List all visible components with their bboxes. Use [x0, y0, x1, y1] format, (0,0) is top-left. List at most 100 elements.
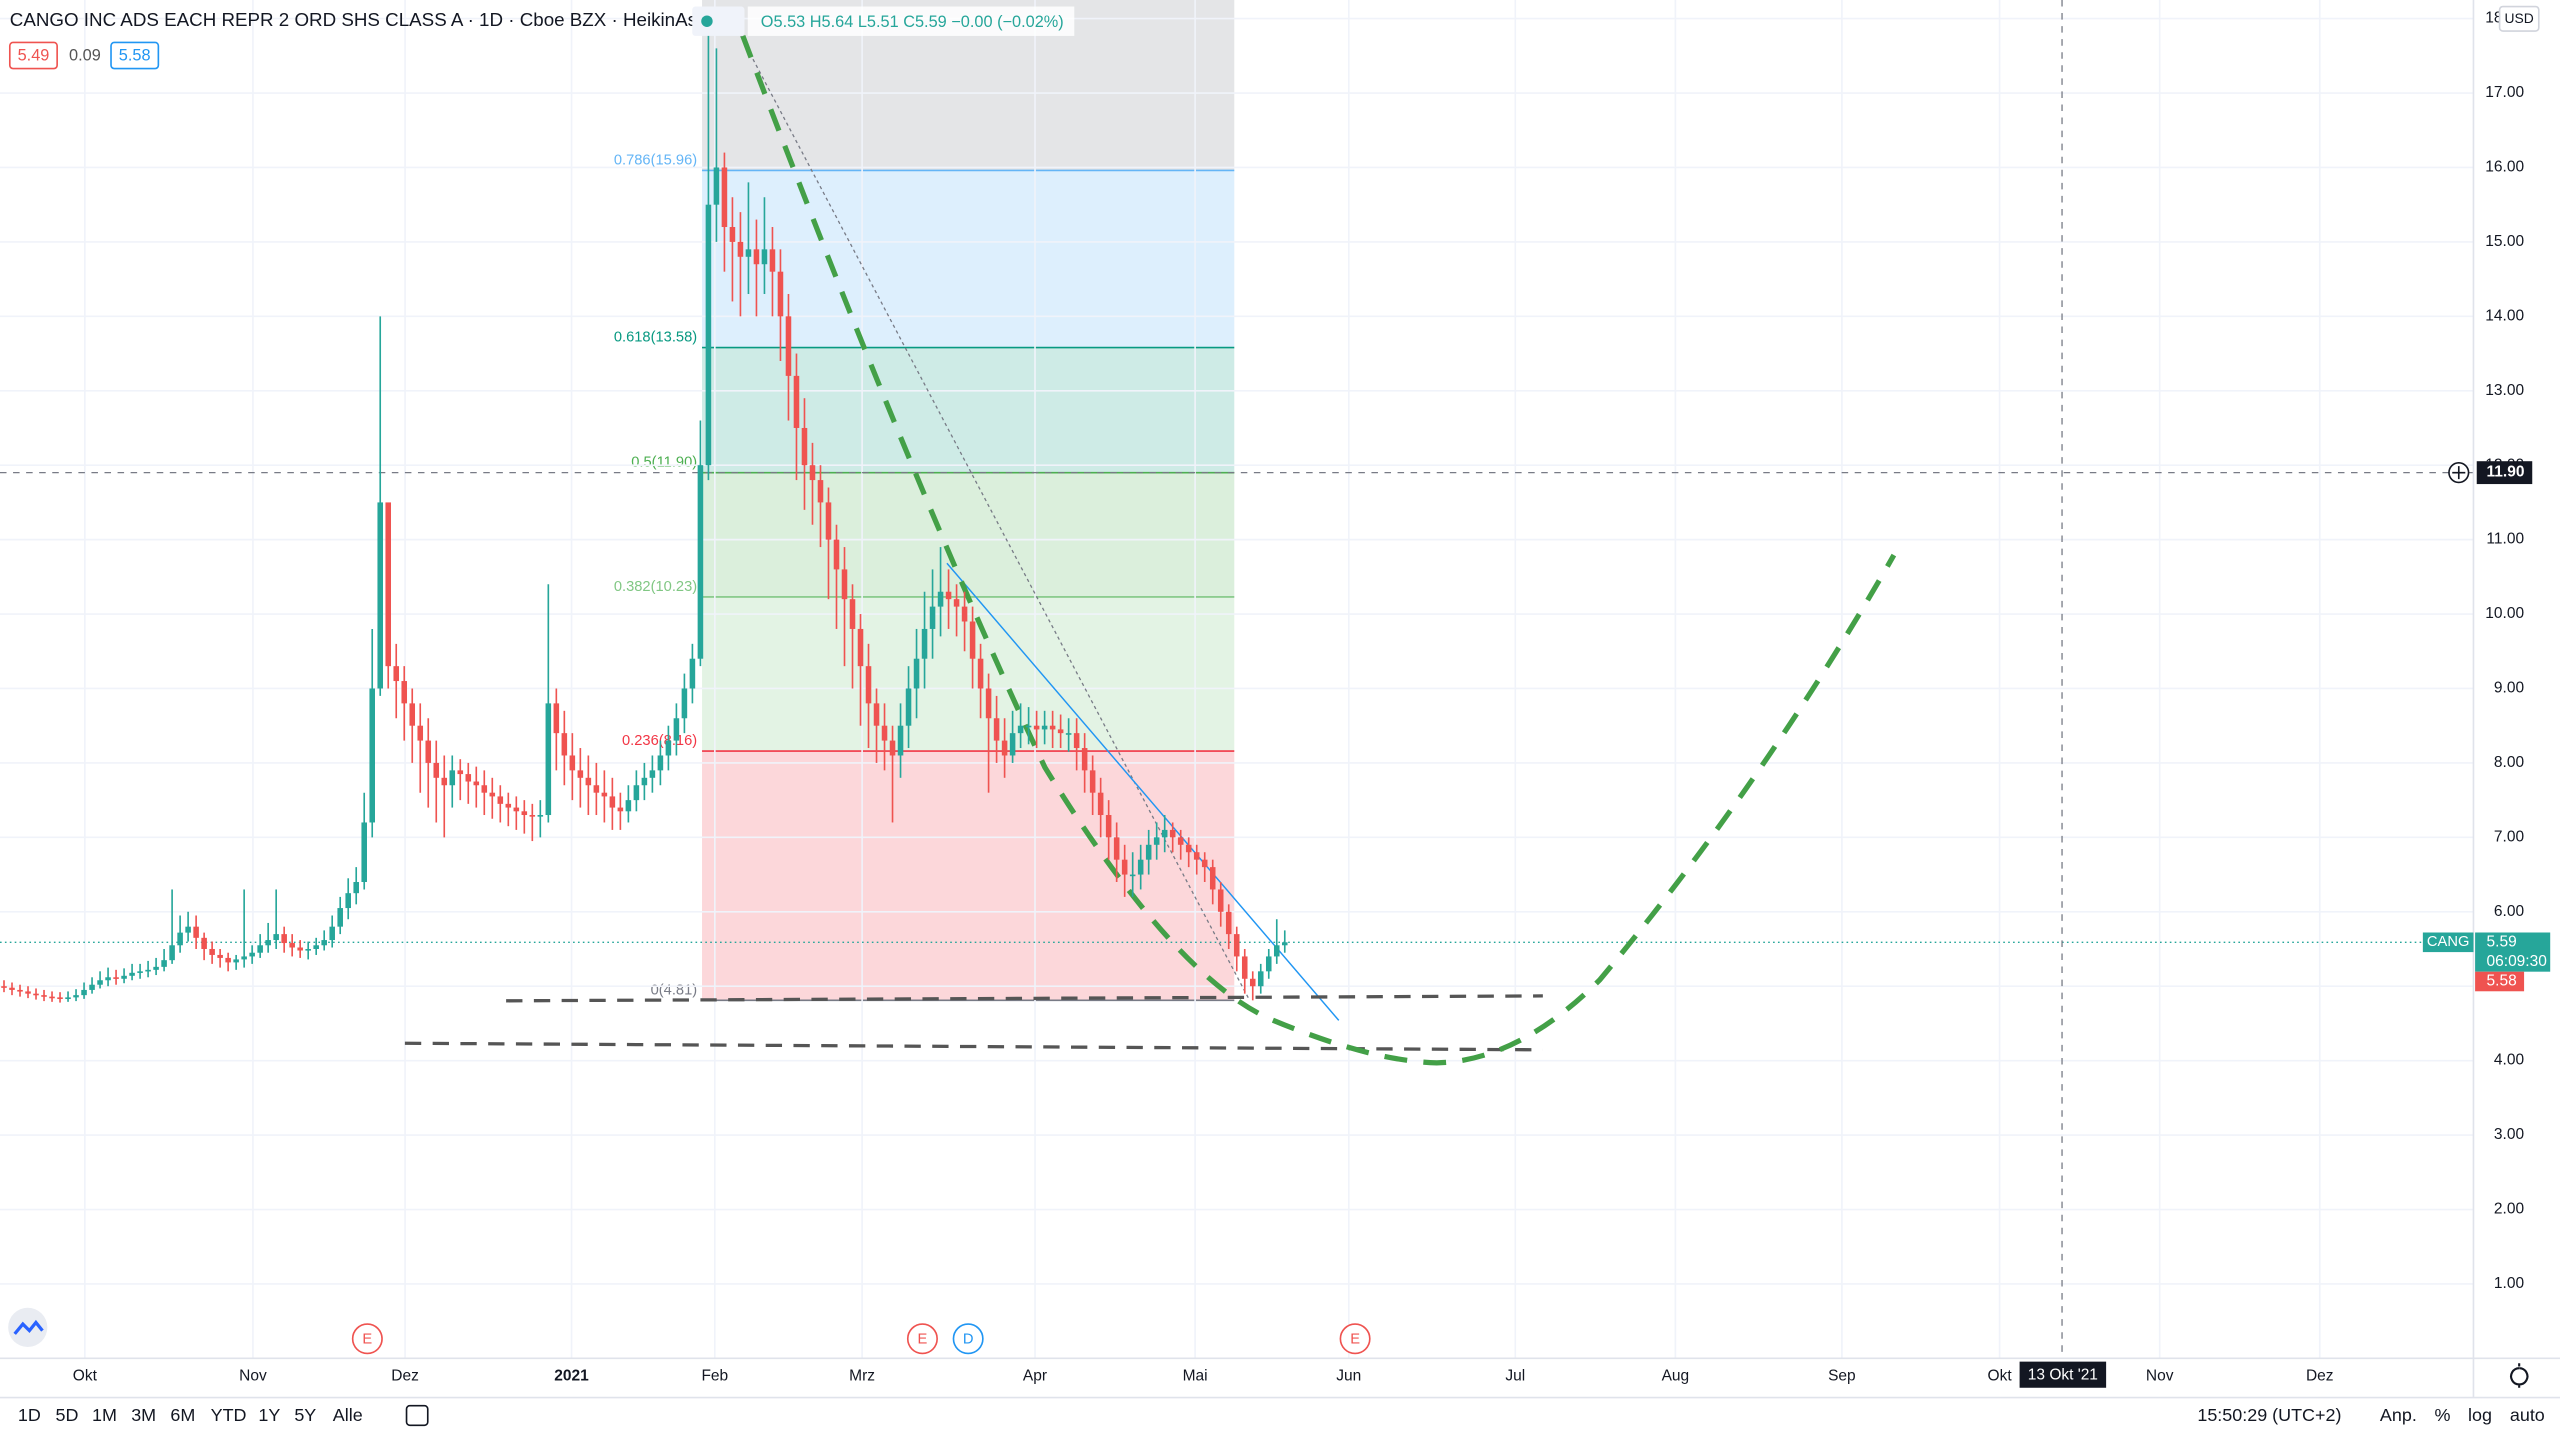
candle-body [1081, 748, 1088, 771]
range-button[interactable]: Alle [333, 1405, 363, 1425]
event-label: D [963, 1331, 974, 1347]
fib-band [702, 347, 1235, 473]
candle-body [217, 954, 223, 958]
range-button[interactable]: 3M [131, 1405, 156, 1425]
candle-body [657, 755, 664, 771]
candle-body [57, 997, 63, 1000]
candle-body [417, 725, 424, 741]
candle-body [1017, 725, 1024, 734]
clock: 15:50:29 (UTC+2) [2197, 1405, 2341, 1425]
candle-body [97, 980, 103, 985]
ask-box [110, 41, 160, 70]
x-tick-label: Okt [1988, 1367, 2013, 1384]
candle-body [345, 893, 351, 909]
range-button[interactable]: 5D [55, 1405, 78, 1425]
candle-body [617, 807, 624, 812]
candle-body [729, 227, 736, 242]
candle-body [1113, 837, 1120, 860]
candle-body [145, 969, 151, 972]
candle-body [881, 725, 888, 741]
ask-price-box [2475, 971, 2525, 992]
candle-body [721, 167, 728, 228]
symbol-label: CANG [2427, 934, 2469, 950]
candle-body [465, 774, 472, 782]
candle-body [513, 807, 520, 812]
scale-option[interactable]: log [2468, 1405, 2492, 1425]
candle-body [209, 948, 215, 955]
event-label: E [362, 1331, 372, 1347]
x-tick-label: Apr [1023, 1367, 1047, 1384]
candle-body [785, 316, 792, 376]
range-button[interactable]: 1D [18, 1405, 41, 1425]
candle-body [857, 628, 864, 667]
candle-body [985, 688, 992, 719]
candle-body [1073, 733, 1080, 749]
candle-body [601, 792, 608, 797]
candle-body [505, 803, 512, 808]
candle-body [73, 995, 79, 998]
event-marker[interactable] [906, 1323, 938, 1355]
candle-body [113, 977, 119, 979]
candle-body [137, 971, 143, 973]
currency-box [2498, 5, 2540, 32]
candle-body [777, 271, 784, 317]
candle-body [1241, 956, 1248, 979]
range-button[interactable]: YTD [211, 1405, 247, 1425]
y-tick-label: 10.00 [2485, 605, 2524, 622]
candle-body [865, 666, 872, 704]
status-dot [701, 15, 713, 27]
candle-body [1257, 971, 1264, 987]
event-label: E [1350, 1331, 1360, 1347]
range-button[interactable]: 1Y [258, 1405, 280, 1425]
scale-option[interactable]: auto [2510, 1405, 2545, 1425]
symbol-box [2422, 932, 2474, 953]
y-tick-label: 6.00 [2494, 903, 2525, 920]
candle-body [1145, 844, 1152, 860]
candle-body [425, 740, 432, 763]
calendar-icon[interactable] [405, 1404, 429, 1427]
candle-body [897, 725, 904, 756]
range-button[interactable]: 5Y [294, 1405, 316, 1425]
candle-body [105, 977, 111, 981]
drawings [404, 24, 1897, 1066]
x-tick-label: Mrz [849, 1367, 875, 1384]
candle-body [313, 945, 319, 949]
candle-body [1009, 733, 1016, 756]
candle-body [385, 502, 392, 667]
candle-body [1105, 815, 1112, 838]
x-tick-label: Jun [1336, 1367, 1361, 1384]
crosshair-price-box [2476, 461, 2533, 485]
candle-body [273, 934, 279, 941]
range-button[interactable]: 6M [170, 1405, 195, 1425]
candle-body [1273, 945, 1280, 957]
range-button[interactable]: 1M [92, 1405, 117, 1425]
fib-bands: 0(4.81)0.236(8.16)0.382(10.23)0.5(11.90)… [614, 0, 1235, 1002]
scale-option[interactable]: % [2434, 1405, 2450, 1425]
ohlc-box [747, 6, 1075, 36]
candle-body [321, 940, 327, 946]
candle-body [177, 932, 183, 946]
candle-body [817, 480, 824, 503]
candle-body [9, 987, 15, 990]
candle-body [473, 781, 480, 786]
candle-body [737, 241, 744, 257]
scale-option[interactable]: Anp. [2380, 1405, 2417, 1425]
candle-body [753, 249, 760, 265]
candle-body [33, 993, 39, 996]
ohlc-values: O5.53 H5.64 L5.51 C5.59 −0.00 (−0.02%) [761, 13, 1064, 31]
fib-trend-line [734, 24, 1250, 1000]
ask: 5.58 [119, 47, 151, 65]
y-tick-label: 11.00 [2486, 531, 2524, 548]
event-marker[interactable] [1339, 1323, 1371, 1355]
settings-icon[interactable] [2510, 1363, 2529, 1388]
candle-body [705, 204, 712, 466]
event-marker[interactable] [351, 1323, 383, 1355]
candle-body [297, 947, 303, 951]
candle-body [1033, 725, 1040, 730]
candle-body [521, 811, 528, 816]
candle-body [1025, 725, 1032, 728]
event-marker[interactable] [952, 1323, 984, 1355]
candle-body [1233, 934, 1240, 957]
